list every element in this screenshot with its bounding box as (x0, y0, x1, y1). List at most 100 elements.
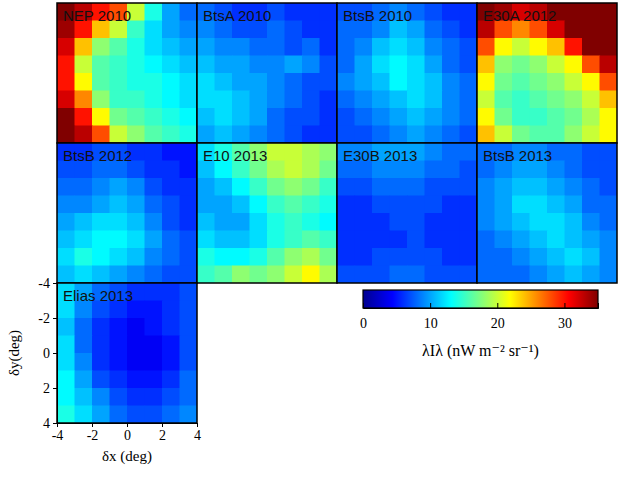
heat-cell (232, 73, 250, 91)
heat-cell (127, 196, 145, 214)
heat-cell (582, 108, 600, 126)
heat-cell (320, 196, 338, 214)
heat-cell (582, 3, 600, 21)
tick: 0 (43, 346, 57, 361)
heat-cell (565, 143, 583, 161)
heat-cell (285, 178, 303, 196)
heat-cell (425, 266, 443, 284)
heat-cell (582, 91, 600, 109)
heat-cell (460, 21, 478, 39)
colorbar-axis: 0102030 (360, 303, 599, 331)
heat-cell (145, 371, 163, 389)
heat-cell (600, 161, 618, 179)
heat-cell (547, 126, 565, 144)
heat-cell (600, 21, 618, 39)
heat-cell (162, 108, 180, 126)
heat-cell (407, 91, 425, 109)
heat-cell (460, 143, 478, 161)
heat-cell (197, 73, 215, 91)
tick-mark (127, 423, 128, 427)
heat-cell (460, 196, 478, 214)
heat-cell (92, 91, 110, 109)
tick-mark (564, 303, 565, 308)
heat-cell (495, 91, 513, 109)
heat-cell (582, 21, 600, 39)
heat-cell (232, 178, 250, 196)
colorbar-gradient (363, 290, 598, 308)
heat-cell (547, 56, 565, 74)
heat-cell (582, 143, 600, 161)
tick: -4 (52, 423, 64, 443)
heat-cell (250, 266, 268, 284)
heat-cell (285, 3, 303, 21)
heat-cell (92, 196, 110, 214)
heat-cell (320, 231, 338, 249)
panel: E30A 2012 (477, 3, 618, 144)
heat-cell (285, 91, 303, 109)
heat-cell (285, 161, 303, 179)
heat-cell (75, 266, 93, 284)
axis-line (58, 424, 198, 428)
heat-cell (127, 73, 145, 91)
heat-cell (460, 108, 478, 126)
panel-title: NEP 2010 (63, 7, 131, 24)
heat-cell (582, 248, 600, 266)
tick: -2 (38, 311, 57, 326)
heat-cell (145, 388, 163, 406)
panel-title: Elias 2013 (63, 287, 133, 304)
heat-cell (232, 108, 250, 126)
heat-cell (565, 213, 583, 231)
heat-cell (320, 38, 338, 56)
heat-cell (250, 248, 268, 266)
heat-cell (565, 266, 583, 284)
tick-label: -4 (52, 428, 64, 443)
heat-cell (145, 3, 163, 21)
heat-cell (425, 21, 443, 39)
panel-title: BtsA 2010 (203, 7, 271, 24)
heat-cell (57, 108, 75, 126)
heat-cell (390, 178, 408, 196)
heat-cell (407, 248, 425, 266)
heat-cell (600, 38, 618, 56)
heat-cell (162, 91, 180, 109)
heat-cell (302, 178, 320, 196)
heat-cell (512, 56, 530, 74)
heat-cell (127, 318, 145, 336)
heat-cell (460, 178, 478, 196)
heat-cell (162, 353, 180, 371)
heat-cell (57, 231, 75, 249)
heat-cell (110, 318, 128, 336)
heat-cell (215, 56, 233, 74)
y-axis: -4-2024 (38, 276, 57, 431)
heat-cell (442, 38, 460, 56)
cells (477, 3, 617, 143)
heat-cell (75, 231, 93, 249)
heat-cell (600, 266, 618, 284)
heat-cell (477, 38, 495, 56)
cells (337, 143, 477, 283)
heat-cell (180, 73, 198, 91)
heat-cell (355, 231, 373, 249)
x-axis: -4-2024 (52, 423, 201, 443)
heat-cell (530, 213, 548, 231)
heat-cell (495, 178, 513, 196)
tick-label: 4 (43, 416, 50, 431)
tick: -4 (38, 276, 57, 291)
heat-cell (302, 126, 320, 144)
heat-cell (145, 248, 163, 266)
tick-label: 0 (360, 316, 367, 331)
heat-cell (477, 126, 495, 144)
heat-cell (162, 196, 180, 214)
heat-cell (162, 178, 180, 196)
heat-cell (180, 213, 198, 231)
heat-cell (337, 266, 355, 284)
heat-cell (425, 126, 443, 144)
tick-mark (53, 423, 57, 424)
heat-cell (92, 353, 110, 371)
heat-cell (320, 143, 338, 161)
heat-cell (495, 196, 513, 214)
heat-cell (75, 196, 93, 214)
heat-cell (145, 301, 163, 319)
tick-label: 20 (491, 316, 505, 331)
heat-cell (442, 108, 460, 126)
